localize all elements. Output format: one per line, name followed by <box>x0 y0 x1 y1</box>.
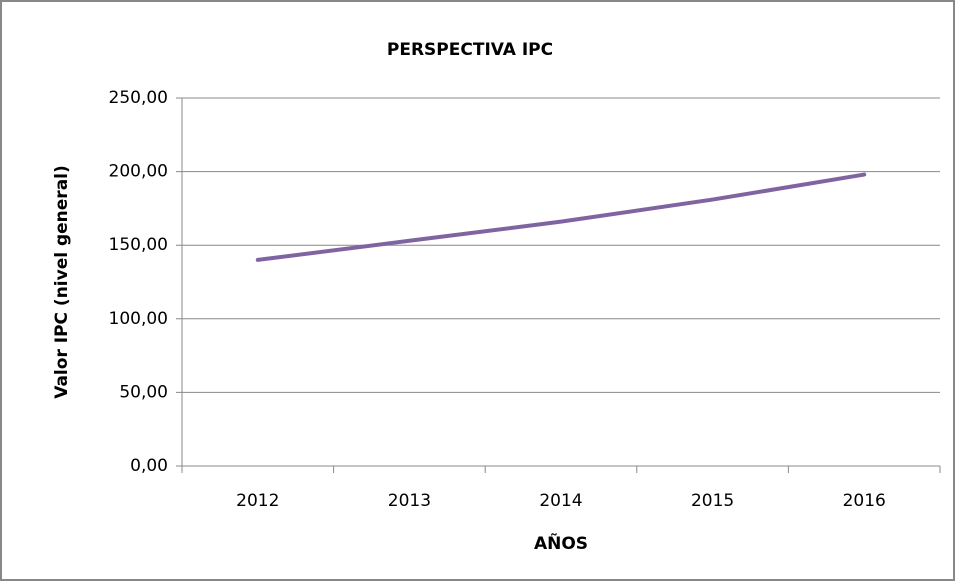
y-tick-label: 50,00 <box>119 382 168 402</box>
y-axis-label: Valor IPC (nivel general) <box>52 165 72 399</box>
x-axis-label: AÑOS <box>534 531 588 554</box>
y-tick-label: 100,00 <box>109 309 168 329</box>
x-tick-label: 2015 <box>691 491 734 511</box>
data-line <box>255 172 867 262</box>
y-tick-label: 150,00 <box>109 235 168 255</box>
x-tick-label: 2014 <box>539 491 582 511</box>
y-tick-label: 250,00 <box>109 88 168 108</box>
chart-title: PERSPECTIVA IPC <box>387 40 553 60</box>
x-tick-label: 2016 <box>843 491 886 511</box>
y-tick-label: 200,00 <box>109 162 168 182</box>
x-tick-label: 2012 <box>236 491 279 511</box>
y-tick-label: 0,00 <box>130 456 168 476</box>
x-tick-label: 2013 <box>388 491 431 511</box>
